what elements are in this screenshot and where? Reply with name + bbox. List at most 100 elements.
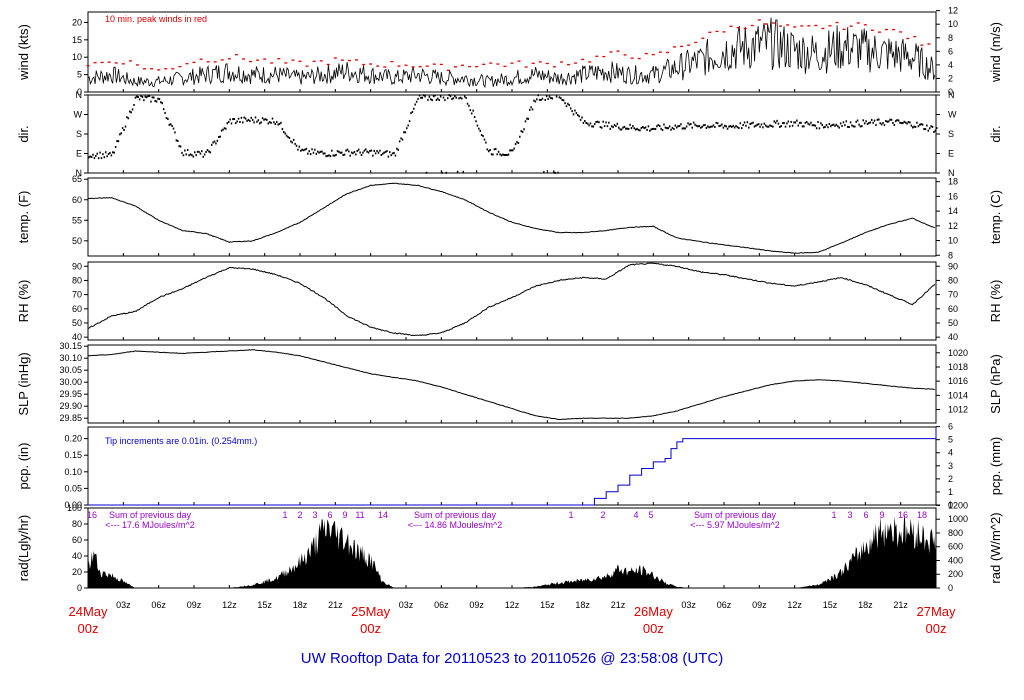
direction-point	[229, 118, 231, 121]
daily-sum-value: <--- 14.86 MJoules/m^2	[408, 520, 503, 530]
direction-point	[463, 95, 466, 98]
direction-point	[365, 148, 367, 151]
direction-point	[523, 128, 525, 131]
direction-point	[394, 154, 397, 157]
direction-point	[541, 97, 544, 100]
direction-point	[186, 148, 189, 151]
direction-point	[155, 100, 158, 103]
direction-point	[832, 123, 835, 126]
x-tick-label: 06z	[151, 600, 166, 610]
direction-point	[606, 125, 609, 128]
direction-point	[169, 123, 172, 126]
y-tick-label: 40	[72, 551, 82, 561]
direction-point	[465, 96, 467, 99]
direction-point	[577, 114, 579, 117]
wind-speed-line	[87, 17, 936, 89]
direction-point	[683, 127, 685, 130]
hour-marker: 16	[898, 510, 908, 520]
direction-point	[137, 96, 139, 99]
direction-point	[531, 108, 534, 111]
direction-point	[410, 112, 412, 115]
direction-point	[842, 121, 845, 124]
y-tick-label-right: 1018	[948, 362, 968, 372]
y-tick-label: 40	[72, 332, 82, 342]
direction-point	[298, 145, 301, 148]
direction-point	[673, 128, 675, 131]
direction-point	[270, 121, 272, 124]
direction-point	[240, 116, 243, 119]
direction-point	[333, 154, 336, 157]
direction-point	[359, 151, 361, 154]
direction-point	[926, 124, 928, 127]
hour-marker: 1	[282, 510, 287, 520]
direction-point	[119, 133, 121, 136]
y-axis-label-right: wind (m/s)	[988, 22, 1003, 83]
direction-point	[637, 128, 640, 131]
direction-point	[372, 154, 374, 157]
direction-point	[225, 127, 227, 130]
direction-point	[424, 95, 426, 98]
direction-point	[800, 121, 802, 124]
precip-line	[88, 428, 937, 506]
direction-point	[613, 124, 616, 127]
direction-point	[432, 95, 435, 98]
direction-point	[389, 151, 391, 154]
direction-point	[88, 156, 90, 159]
x-major-date-label: 25May	[351, 604, 391, 619]
direction-point	[548, 95, 551, 98]
hour-marker: 6	[327, 510, 332, 520]
direction-point	[376, 149, 378, 152]
y-tick-label-right: 400	[948, 555, 963, 565]
direction-point	[336, 150, 339, 153]
y-tick-label: E	[76, 149, 82, 159]
direction-point	[630, 127, 633, 130]
direction-point	[319, 150, 322, 153]
direction-point	[781, 122, 784, 125]
direction-point	[379, 149, 381, 152]
direction-point	[322, 152, 325, 155]
direction-point	[933, 130, 935, 133]
direction-point	[485, 141, 487, 144]
direction-point	[680, 123, 682, 126]
direction-point	[188, 154, 190, 157]
direction-point	[182, 154, 185, 157]
direction-point	[507, 153, 510, 156]
direction-point	[875, 123, 877, 126]
direction-point	[210, 143, 213, 146]
direction-point	[202, 155, 204, 158]
direction-point	[588, 124, 590, 127]
direction-point	[660, 127, 662, 130]
direction-point	[917, 125, 920, 128]
direction-point	[846, 125, 849, 128]
direction-point	[789, 125, 791, 128]
direction-point	[164, 111, 166, 114]
direction-point	[685, 125, 688, 128]
direction-point	[861, 125, 863, 128]
direction-point	[835, 123, 838, 126]
direction-point	[527, 117, 530, 120]
direction-point	[526, 117, 528, 120]
direction-point	[189, 153, 192, 156]
direction-point	[133, 103, 135, 106]
direction-point	[493, 148, 496, 151]
direction-point	[386, 150, 388, 153]
direction-point	[220, 129, 223, 132]
y-tick-label: 20	[72, 567, 82, 577]
direction-point	[290, 140, 292, 143]
x-tick-label: 18z	[858, 600, 873, 610]
direction-point	[699, 126, 702, 129]
direction-point	[738, 127, 740, 130]
direction-point	[920, 123, 922, 126]
direction-point	[473, 115, 476, 118]
direction-point	[602, 120, 604, 123]
direction-point	[551, 97, 554, 100]
direction-point	[916, 121, 918, 124]
direction-point	[615, 125, 617, 128]
direction-point	[790, 120, 792, 123]
direction-point	[321, 150, 323, 153]
direction-point	[215, 142, 217, 145]
direction-point	[919, 123, 921, 126]
y-tick-label-right: 8	[948, 250, 953, 260]
direction-point	[206, 149, 209, 152]
